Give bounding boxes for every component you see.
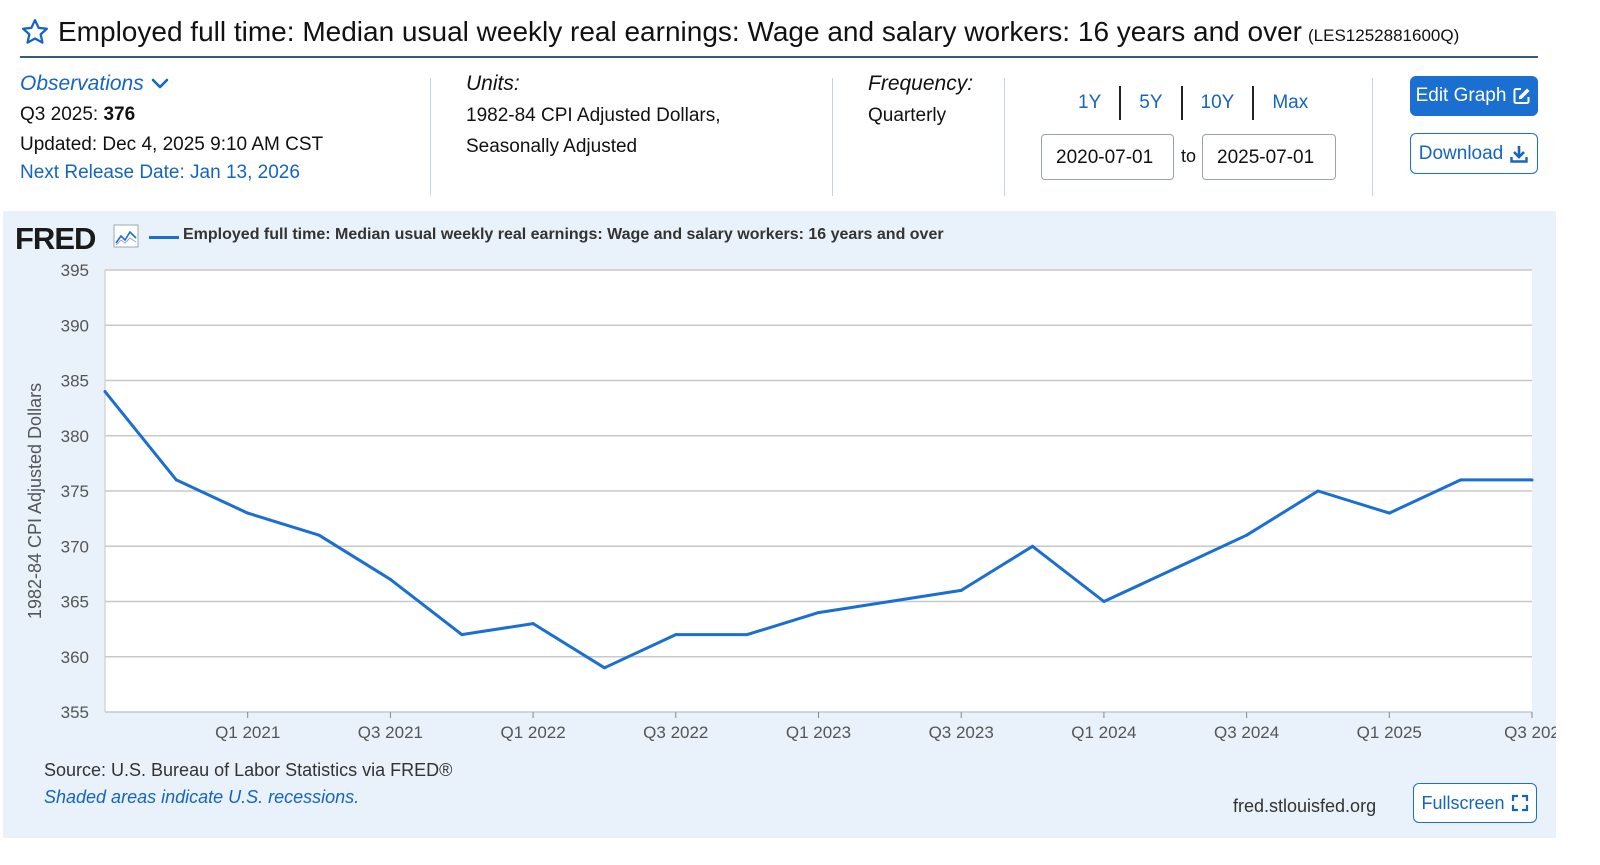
frequency-panel: Frequency: Quarterly [868, 72, 998, 200]
x-tick-label: Q3 2021 [358, 723, 423, 742]
observations-panel: Observations Q3 2025: 376 Updated: Dec 4… [20, 72, 440, 200]
data-point [1031, 544, 1035, 548]
y-tick-label: 395 [61, 261, 89, 280]
fred-url: fred.stlouisfed.org [1233, 796, 1377, 816]
x-tick-label: Q1 2024 [1071, 723, 1136, 742]
series-id: (LES1252881600Q) [1308, 26, 1460, 45]
y-tick-label: 390 [61, 316, 89, 335]
data-point [602, 666, 606, 670]
x-tick-label: Q3 2022 [643, 723, 708, 742]
fullscreen-icon [1511, 794, 1528, 812]
edit-graph-button[interactable]: Edit Graph [1410, 76, 1538, 116]
x-tick-label: Q1 2023 [786, 723, 851, 742]
chart-line-icon [113, 224, 139, 248]
legend-swatch [149, 236, 179, 239]
data-point [246, 511, 250, 515]
fred-logo: FRED [15, 221, 96, 256]
data-point [888, 600, 892, 603]
data-point [959, 588, 963, 592]
y-tick-label: 385 [61, 372, 89, 391]
frequency-value: Quarterly [868, 105, 947, 126]
data-point [674, 633, 678, 637]
data-point [1245, 533, 1249, 537]
fullscreen-label: Fullscreen [1421, 792, 1505, 813]
range-max-button[interactable]: Max [1272, 92, 1309, 113]
star-icon[interactable] [20, 17, 50, 47]
data-point [103, 390, 107, 394]
recession-note: Shaded areas indicate U.S. recessions. [44, 787, 360, 807]
fullscreen-button[interactable]: Fullscreen [1413, 783, 1537, 823]
frequency-label: Frequency: [868, 72, 974, 95]
observations-label: Observations [20, 72, 144, 95]
range-1y-button[interactable]: 1Y [1078, 92, 1102, 113]
source-note: Source: U.S. Bureau of Labor Statistics … [44, 760, 453, 780]
start-date-input[interactable]: 2020-07-01 [1041, 134, 1174, 180]
data-point [174, 478, 178, 482]
page-header: Employed full time: Median usual weekly … [20, 8, 1538, 58]
download-button[interactable]: Download [1410, 133, 1538, 174]
data-point [1459, 478, 1463, 482]
latest-value: 376 [103, 104, 136, 125]
data-point [1387, 511, 1391, 515]
legend-label: Employed full time: Median usual weekly … [183, 226, 944, 243]
x-tick-label: Q3 2024 [1214, 723, 1279, 742]
divider [1004, 78, 1005, 196]
units-label: Units: [466, 72, 520, 95]
range-divider [1119, 86, 1122, 120]
units-line-2: Seasonally Adjusted [466, 136, 638, 157]
data-point [817, 611, 820, 615]
y-tick-label: 370 [61, 537, 89, 556]
date-range-to-label: to [1181, 146, 1197, 166]
x-tick-label: Q1 2025 [1357, 723, 1422, 742]
line-chart: 355 360 365 370 375 380 385 390 395 Q1 2021 Q3 202… [25, 261, 1556, 742]
x-tick-label: Q1 2021 [215, 723, 280, 742]
data-point [460, 633, 464, 637]
data-point [317, 533, 321, 537]
x-tick-label: Q3 202 [1504, 723, 1556, 742]
latest-observation: Q3 2025: 376 [20, 104, 440, 126]
y-tick-label: 365 [61, 593, 89, 612]
range-5y-button[interactable]: 5Y [1139, 92, 1163, 113]
range-buttons: 1Y 5Y 10Y Max [1060, 86, 1326, 120]
divider [430, 78, 431, 196]
x-tick-label: Q3 2023 [929, 723, 994, 742]
range-10y-button[interactable]: 10Y [1200, 92, 1235, 113]
data-point [1530, 478, 1534, 482]
data-point [531, 622, 535, 626]
divider [1372, 78, 1373, 196]
next-release-link[interactable]: Next Release Date: Jan 13, 2026 [20, 162, 300, 183]
data-point [745, 633, 749, 637]
download-label: Download [1418, 142, 1504, 164]
y-tick-label: 375 [61, 482, 89, 501]
units-line-1: 1982-84 CPI Adjusted Dollars, [466, 105, 721, 126]
units-panel: Units: 1982-84 CPI Adjusted Dollars, Sea… [466, 72, 846, 200]
page-title: Employed full time: Median usual weekly … [58, 16, 1303, 47]
edit-graph-label: Edit Graph [1415, 85, 1507, 106]
y-tick-label: 360 [61, 648, 89, 667]
data-point [1102, 600, 1106, 603]
end-date-input[interactable]: 2025-07-01 [1202, 134, 1336, 180]
data-point [1316, 489, 1320, 493]
y-tick-label: 380 [61, 427, 89, 446]
data-point [1173, 566, 1177, 570]
divider [832, 78, 833, 196]
edit-icon [1513, 88, 1530, 104]
y-tick-label: 355 [61, 703, 89, 722]
observations-toggle[interactable]: Observations [20, 72, 170, 96]
range-divider [1180, 86, 1183, 120]
data-point [388, 577, 392, 581]
x-tick-label: Q1 2022 [500, 723, 565, 742]
updated-date: Updated: Dec 4, 2025 9:10 AM CST [20, 134, 324, 155]
download-icon [1510, 145, 1528, 163]
graph-panel: 355 360 365 370 375 380 385 390 395 Q1 2021 Q3 202… [3, 211, 1556, 838]
y-axis-title: 1982-84 CPI Adjusted Dollars [25, 383, 45, 619]
latest-period: Q3 2025: [20, 104, 99, 125]
chevron-down-icon [151, 78, 169, 89]
range-divider [1252, 86, 1255, 120]
